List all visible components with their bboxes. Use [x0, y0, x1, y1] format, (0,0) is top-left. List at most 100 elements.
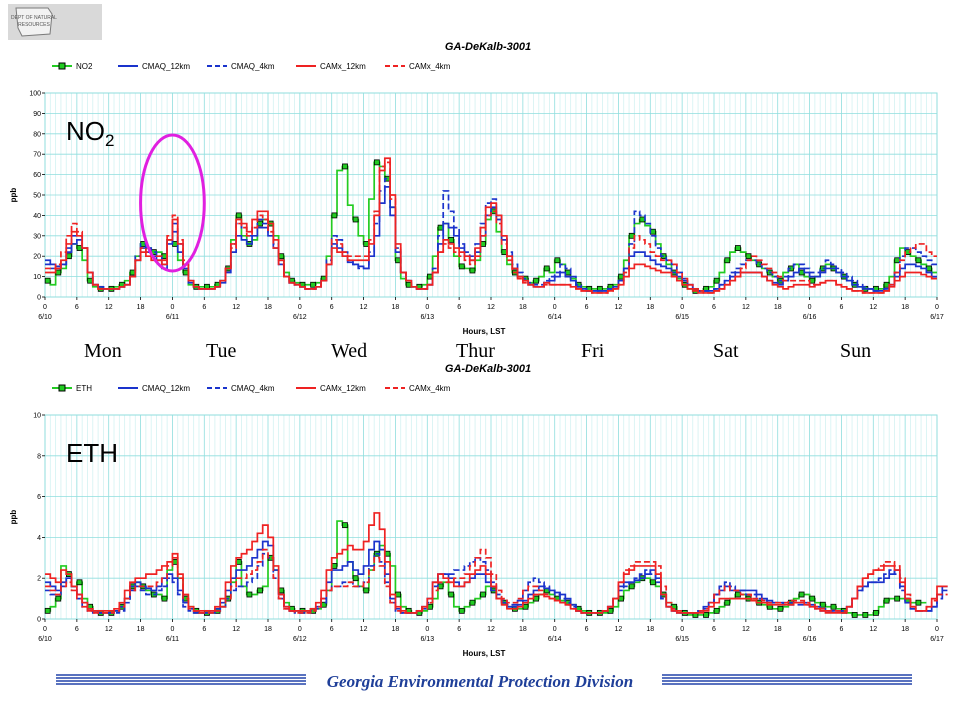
data-point — [628, 232, 635, 239]
data-point — [55, 595, 62, 602]
data-point — [395, 591, 401, 598]
data-point — [405, 281, 412, 288]
data-point — [851, 612, 858, 618]
x-tick-label: 6 — [457, 626, 461, 633]
eth-chart: GA-DeKalb-3001 ETH CMAQ_12km CMAQ_4km CAMx_1… — [9, 363, 948, 658]
x-tick-label: 18 — [519, 626, 527, 633]
x-date-label: 6/17 — [930, 314, 944, 321]
data-point — [363, 241, 370, 247]
series-cmaq-4km — [45, 552, 948, 614]
data-point — [798, 591, 805, 598]
x-date-label: 6/13 — [420, 314, 434, 321]
data-point — [437, 583, 444, 590]
data-point — [809, 595, 816, 602]
y-tick-label: 2 — [37, 576, 41, 583]
series-line — [45, 161, 937, 294]
legend-label: NO2 — [76, 62, 93, 71]
data-point — [172, 241, 178, 247]
data-point — [458, 607, 465, 614]
x-tick-label: 6 — [585, 304, 589, 311]
data-point — [894, 595, 901, 602]
data-point — [724, 257, 731, 264]
x-tick-label: 12 — [487, 304, 495, 311]
data-point — [522, 603, 529, 610]
data-point — [618, 273, 624, 280]
series-line — [45, 512, 948, 614]
y-tick-label: 70 — [33, 152, 41, 159]
data-point — [384, 550, 391, 557]
data-point — [533, 277, 540, 284]
no2-chart: GA-DeKalb-3001 NO2 CMAQ_12km CMAQ_4km CAMx_1… — [9, 41, 944, 336]
data-point — [713, 277, 720, 284]
y-tick-label: 80 — [33, 131, 41, 138]
data-point — [448, 236, 455, 243]
legend-item-camx-12km: CAMx_12km — [296, 62, 366, 71]
data-point — [883, 281, 890, 288]
x-date-label: 6/15 — [675, 314, 689, 321]
x-tick-label: 0 — [553, 626, 557, 633]
legend-label: CMAQ_12km — [142, 62, 190, 71]
x-tick-label: 0 — [43, 626, 47, 633]
data-point — [894, 257, 901, 264]
x-tick-label: 12 — [615, 304, 623, 311]
x-tick-label: 0 — [808, 304, 812, 311]
x-tick-label: 18 — [901, 626, 909, 633]
series-camx-4km — [45, 161, 937, 294]
x-tick-label: 6 — [75, 304, 79, 311]
x-tick-label: 6 — [330, 304, 334, 311]
x-tick-label: 18 — [392, 626, 400, 633]
overlay-label: NO2 — [66, 116, 114, 150]
data-point — [703, 612, 709, 618]
x-tick-label: 6 — [330, 626, 334, 633]
data-point — [342, 163, 348, 170]
x-tick-label: 12 — [615, 626, 623, 633]
x-tick-label: 18 — [137, 304, 145, 311]
data-point — [777, 605, 784, 612]
y-tick-label: 20 — [33, 254, 41, 261]
data-point — [565, 269, 571, 276]
data-point — [480, 591, 486, 598]
x-date-label: 6/14 — [548, 314, 562, 321]
grid — [44, 414, 938, 620]
legend-item-camx-4km: CAMx_4km — [385, 384, 451, 393]
legend-item-eth: ETH — [52, 384, 92, 393]
data-point — [310, 281, 317, 288]
data-point — [331, 212, 338, 219]
y-axis-label: ppb — [9, 188, 18, 203]
y-tick-label: 10 — [33, 274, 41, 281]
x-tick-label: 0 — [298, 626, 302, 633]
data-point — [554, 257, 561, 264]
x-tick-label: 12 — [742, 304, 750, 311]
y-tick-label: 6 — [37, 494, 41, 501]
x-tick-label: 18 — [901, 304, 909, 311]
data-point — [745, 253, 752, 260]
chart-title: GA-DeKalb-3001 — [445, 41, 531, 53]
x-tick-label: 12 — [487, 626, 495, 633]
y-tick-label: 60 — [33, 172, 41, 179]
series-camx-12km — [45, 157, 937, 294]
y-tick-label: 0 — [37, 617, 41, 624]
y-tick-label: 8 — [37, 453, 41, 460]
legend-label: CMAQ_4km — [231, 384, 275, 393]
legend-item-cmaq-4km: CMAQ_4km — [207, 62, 275, 71]
data-point — [628, 583, 635, 590]
data-point — [915, 599, 922, 606]
y-tick-label: 40 — [33, 213, 41, 220]
day-labels: Mon Tue Wed Thur Fri Sat Sun — [0, 340, 960, 362]
overlay-label: ETH — [66, 438, 118, 468]
data-point — [639, 216, 646, 223]
data-point — [734, 591, 741, 598]
y-tick-label: 4 — [37, 535, 41, 542]
y-tick-label: 100 — [29, 91, 41, 98]
data-point — [724, 599, 731, 606]
x-date-label: 6/17 — [930, 636, 944, 643]
x-tick-label: 0 — [43, 304, 47, 311]
x-tick-label: 6 — [202, 626, 206, 633]
legend-item-camx-12km: CAMx_12km — [296, 384, 366, 393]
x-tick-label: 12 — [869, 626, 877, 633]
data-point — [458, 263, 465, 270]
x-tick-label: 0 — [170, 304, 174, 311]
x-tick-label: 12 — [232, 304, 240, 311]
x-tick-label: 18 — [646, 304, 654, 311]
legend-item-cmaq-4km: CMAQ_4km — [207, 384, 275, 393]
